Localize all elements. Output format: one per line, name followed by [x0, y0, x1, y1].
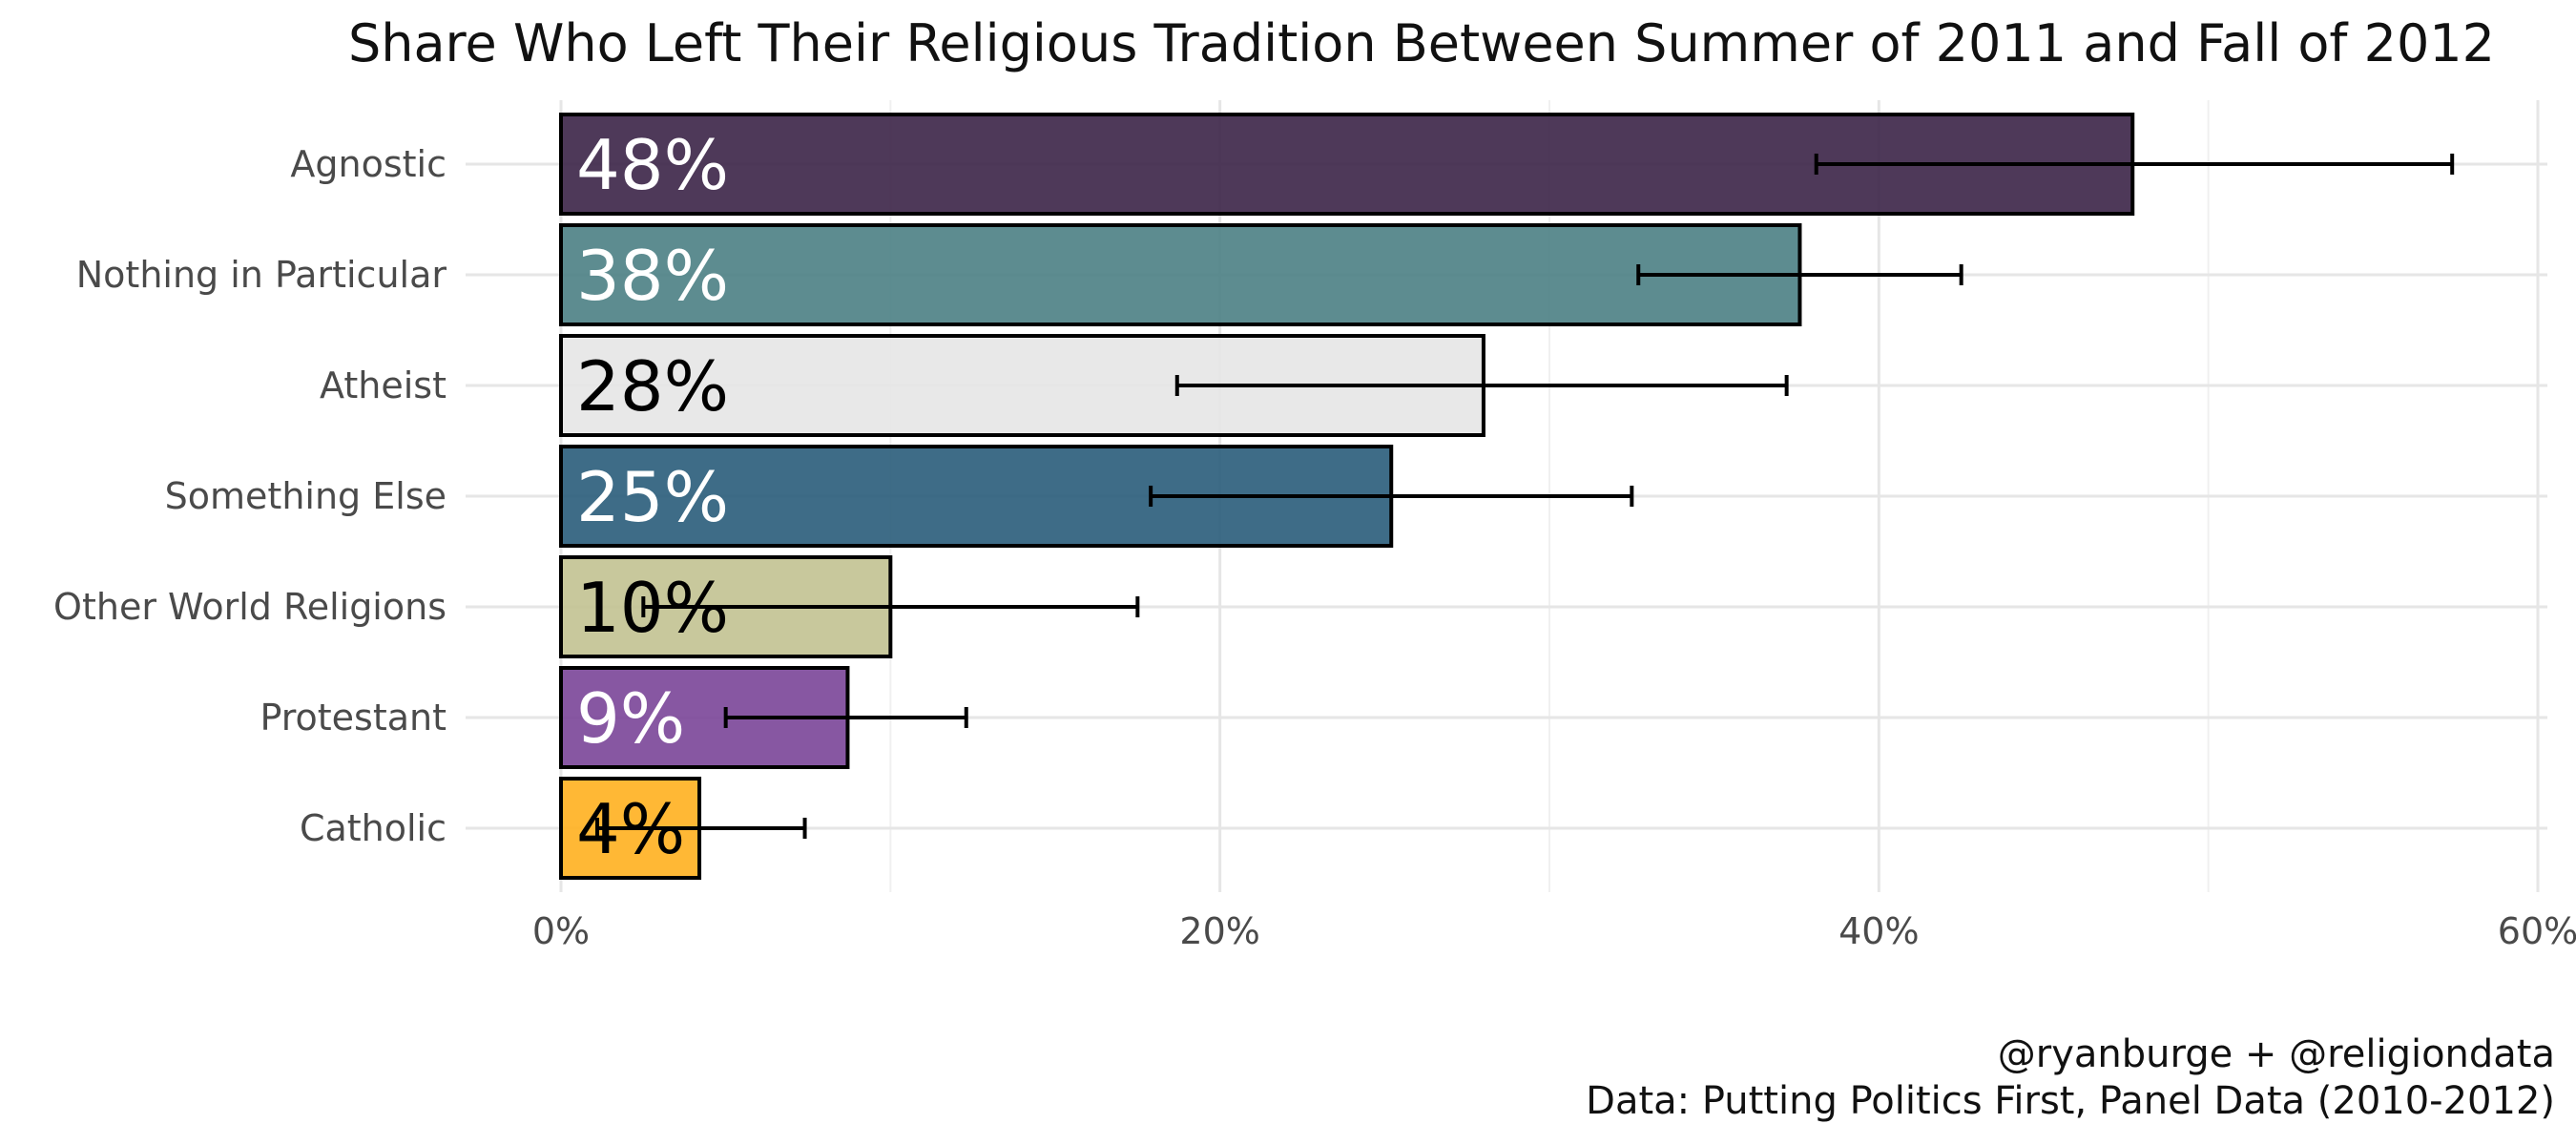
x-tick-label: 0%: [532, 910, 590, 952]
bar-label-other-world-religions: 10%: [576, 568, 729, 648]
caption-credit: @ryanburge + @religiondata: [1998, 1032, 2555, 1076]
bar-label-agnostic: 48%: [576, 125, 729, 205]
bar-label-protestant: 9%: [576, 678, 685, 759]
x-tick-label: 40%: [1839, 910, 1919, 952]
category-label-atheist: Atheist: [320, 364, 447, 406]
category-label-something-else: Something Else: [165, 475, 447, 517]
bar-label-atheist: 28%: [576, 346, 729, 427]
bar-nothing-in-particular: [559, 223, 1802, 326]
x-tick-label: 60%: [2498, 910, 2576, 952]
category-label-nothing-in-particular: Nothing in Particular: [76, 254, 447, 296]
category-label-catholic: Catholic: [300, 807, 447, 849]
category-label-protestant: Protestant: [260, 697, 447, 739]
bar-label-nothing-in-particular: 38%: [576, 236, 729, 316]
category-label-other-world-religions: Other World Religions: [53, 586, 447, 628]
x-tick-label: 20%: [1179, 910, 1259, 952]
bar-label-catholic: 4%: [576, 789, 685, 869]
chart-title: Share Who Left Their Religious Tradition…: [348, 13, 2495, 73]
caption-source: Data: Putting Politics First, Panel Data…: [1586, 1079, 2555, 1123]
category-label-agnostic: Agnostic: [290, 143, 447, 185]
bar-label-something-else: 25%: [576, 457, 729, 537]
